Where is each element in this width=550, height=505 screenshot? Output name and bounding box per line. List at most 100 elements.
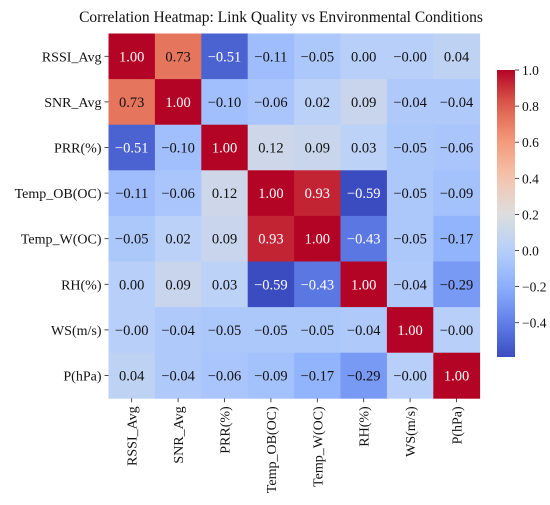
heatmap-cell [294, 170, 341, 217]
colorbar-tick-label: 0.4 [522, 171, 539, 186]
heatmap-cell [154, 261, 202, 308]
cell-value-label: −0.59 [347, 186, 381, 202]
heatmap-cell [433, 352, 481, 399]
column-label: Temp_OB(OC) [265, 406, 280, 493]
cell-value-label: −0.05 [301, 49, 335, 65]
heatmap-cell [433, 307, 481, 354]
heatmap-cell [201, 79, 249, 126]
cell-value-label: 0.73 [119, 95, 144, 111]
heatmap-cell [201, 307, 249, 354]
heatmap-cell [386, 261, 434, 308]
cell-value-label: −0.00 [393, 369, 427, 385]
column-labels: RSSI_Avg SNR_Avg PRR(%) Temp_OB(OC) Temp_W(O… [126, 398, 466, 493]
cell-value-label: −0.04 [440, 95, 474, 111]
heatmap-cell [386, 79, 434, 126]
heatmap-cell [433, 215, 481, 262]
cell-value-label: −0.04 [393, 95, 427, 111]
heatmap-cell [433, 124, 481, 171]
heatmap-cell [433, 261, 481, 308]
cell-value-label: −0.29 [347, 369, 381, 385]
cell-value-label: −0.29 [440, 277, 474, 293]
cell-value-label: 0.73 [165, 49, 190, 65]
row-label: SNR_Avg [44, 96, 101, 111]
heatmap-cell [340, 33, 388, 80]
cell-value-label: −0.43 [301, 277, 335, 293]
cell-value-label: −0.09 [254, 369, 288, 385]
cell-value-label: −0.06 [440, 141, 474, 157]
cell-value-label: −0.05 [301, 323, 335, 339]
cell-value-label: −0.05 [208, 323, 242, 339]
heatmap-cell [294, 307, 341, 354]
cell-value-label: 1.00 [397, 323, 422, 339]
heatmap-cell [247, 215, 295, 262]
cell-value-label: 0.09 [305, 141, 330, 157]
cell-value-label: −0.43 [347, 232, 381, 248]
cell-value-label: 0.04 [119, 369, 145, 385]
cell-value-label: 0.00 [119, 277, 144, 293]
heatmap-cell [247, 170, 295, 217]
cell-value-label: −0.59 [254, 277, 288, 293]
row-label: RH(%) [61, 278, 102, 293]
row-label: Temp_W(OC) [21, 233, 102, 248]
row-label: Temp_OB(OC) [15, 187, 102, 202]
cell-value-label: −0.04 [347, 323, 381, 339]
cell-value-label: −0.00 [393, 49, 427, 65]
colorbar: 1.0 0.8 0.6 0.4 0.2 0.0 −0.2 −0.4 [497, 63, 547, 357]
row-label: PRR(%) [54, 142, 102, 157]
cell-value-label: −0.05 [393, 141, 427, 157]
heatmap-cell [201, 170, 249, 217]
heatmap-cell [433, 170, 481, 217]
heatmap-cell [386, 33, 434, 80]
column-label: P(hPa) [451, 406, 466, 444]
heatmap-cell [386, 307, 434, 354]
heatmap-cell [201, 215, 249, 262]
cell-value-label: 0.02 [305, 95, 330, 111]
colorbar-tick-label: −0.2 [522, 280, 547, 295]
chart-title: Correlation Heatmap: Link Quality vs Env… [79, 9, 483, 26]
heatmap-cell [108, 352, 156, 399]
heatmap-cell [386, 215, 434, 262]
heatmap-cell [433, 79, 481, 126]
colorbar-tick-label: 0.2 [522, 207, 539, 222]
heatmap-cell [108, 79, 156, 126]
cell-value-label: −0.05 [115, 232, 149, 248]
cell-value-label: −0.51 [115, 141, 149, 157]
cell-value-label: 0.03 [212, 277, 237, 293]
cell-value-label: −0.05 [254, 323, 288, 339]
cell-value-label: −0.04 [393, 277, 427, 293]
cell-value-label: 0.93 [305, 186, 330, 202]
cell-value-label: −0.17 [301, 369, 335, 385]
heatmap-cell [247, 33, 295, 80]
cell-value-label: 0.00 [351, 49, 376, 65]
cell-value-label: 0.03 [351, 141, 376, 157]
cell-value-label: 1.00 [165, 95, 190, 111]
heatmap-cell [201, 33, 249, 80]
cell-value-label: −0.00 [115, 323, 149, 339]
cell-value-label: −0.09 [440, 186, 474, 202]
cell-value-label: 1.00 [351, 277, 376, 293]
colorbar-tick-label: 0.8 [522, 99, 539, 114]
column-label: Temp_W(OC) [311, 406, 326, 487]
cell-value-label: −0.04 [161, 323, 195, 339]
heatmap-cell [294, 33, 341, 80]
cell-value-label: −0.00 [440, 323, 474, 339]
cell-value-label: −0.06 [254, 95, 288, 111]
cell-value-label: −0.04 [161, 369, 195, 385]
heatmap-cell [154, 307, 202, 354]
cell-value-label: 0.93 [258, 232, 283, 248]
row-label: RSSI_Avg [42, 50, 102, 65]
column-label: RSSI_Avg [126, 406, 141, 466]
heatmap-cell [386, 352, 434, 399]
cell-value-label: 0.04 [444, 49, 470, 65]
heatmap-cell [294, 261, 341, 308]
heatmap-cell [201, 124, 249, 171]
cell-value-label: 0.12 [212, 186, 237, 202]
heatmap-cell [340, 79, 388, 126]
heatmap-cells: 1.00 0.73 −0.51 −0.11 −0.05 0.00 −0.00 0.04 0.73… [108, 33, 481, 399]
column-label: RH(%) [358, 406, 373, 447]
cell-value-label: 1.00 [119, 49, 144, 65]
colorbar-tick-label: 1.0 [522, 63, 539, 78]
heatmap-cell [340, 261, 388, 308]
heatmap-cell [247, 261, 295, 308]
